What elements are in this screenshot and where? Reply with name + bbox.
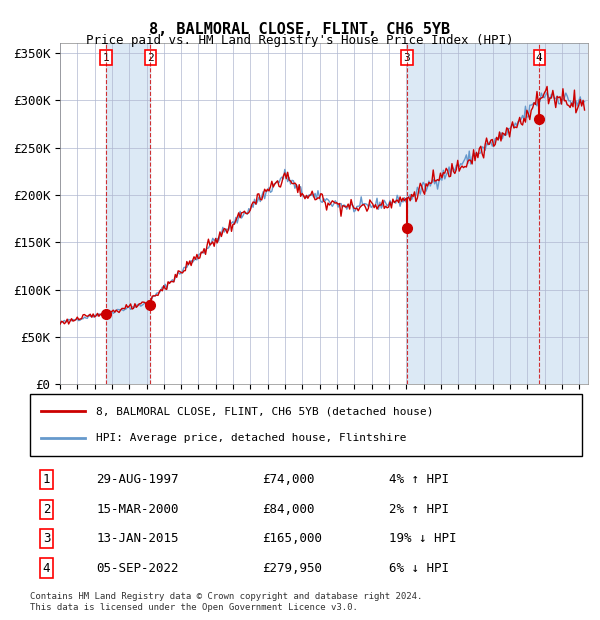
Text: 4: 4 <box>536 53 542 63</box>
Text: 3: 3 <box>43 532 50 545</box>
FancyBboxPatch shape <box>30 394 582 456</box>
Text: 1: 1 <box>103 53 109 63</box>
Text: 19% ↓ HPI: 19% ↓ HPI <box>389 532 457 545</box>
Text: 8, BALMORAL CLOSE, FLINT, CH6 5YB: 8, BALMORAL CLOSE, FLINT, CH6 5YB <box>149 22 451 37</box>
Text: 05-SEP-2022: 05-SEP-2022 <box>96 562 179 575</box>
Text: 2: 2 <box>147 53 154 63</box>
Text: 2% ↑ HPI: 2% ↑ HPI <box>389 503 449 516</box>
Text: Contains HM Land Registry data © Crown copyright and database right 2024.
This d: Contains HM Land Registry data © Crown c… <box>30 592 422 611</box>
Text: 15-MAR-2000: 15-MAR-2000 <box>96 503 179 516</box>
Text: 29-AUG-1997: 29-AUG-1997 <box>96 473 179 486</box>
Text: 4% ↑ HPI: 4% ↑ HPI <box>389 473 449 486</box>
Text: Price paid vs. HM Land Registry's House Price Index (HPI): Price paid vs. HM Land Registry's House … <box>86 34 514 47</box>
Text: 6% ↓ HPI: 6% ↓ HPI <box>389 562 449 575</box>
Text: 2: 2 <box>43 503 50 516</box>
Text: £165,000: £165,000 <box>262 532 322 545</box>
Text: £279,950: £279,950 <box>262 562 322 575</box>
Text: 4: 4 <box>43 562 50 575</box>
Bar <box>407 43 539 384</box>
Text: £84,000: £84,000 <box>262 503 314 516</box>
Bar <box>106 43 150 384</box>
Text: 8, BALMORAL CLOSE, FLINT, CH6 5YB (detached house): 8, BALMORAL CLOSE, FLINT, CH6 5YB (detac… <box>96 406 434 416</box>
Text: 3: 3 <box>404 53 410 63</box>
Text: 13-JAN-2015: 13-JAN-2015 <box>96 532 179 545</box>
Text: HPI: Average price, detached house, Flintshire: HPI: Average price, detached house, Flin… <box>96 433 407 443</box>
Text: 1: 1 <box>43 473 50 486</box>
Text: £74,000: £74,000 <box>262 473 314 486</box>
Bar <box>539 43 588 384</box>
